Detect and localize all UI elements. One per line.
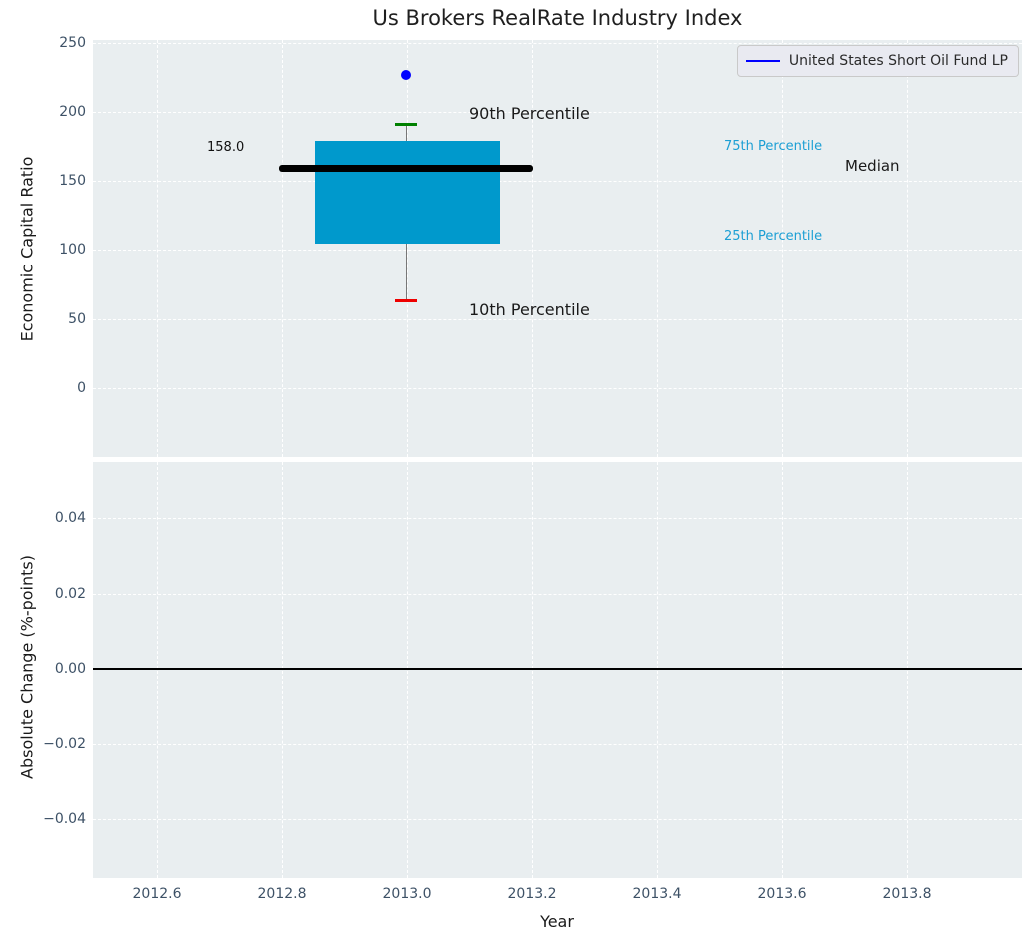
gridline (907, 462, 908, 878)
legend-line-swatch-icon (745, 60, 780, 62)
gridline (93, 594, 1022, 595)
gridline (657, 462, 658, 878)
y-tick: 0.04 (54, 510, 86, 526)
y-tick: 200 (59, 104, 86, 120)
y-tick: 150 (59, 173, 86, 189)
x-tick: 2013.8 (882, 886, 932, 902)
y-tick: 0.00 (54, 661, 86, 677)
gridline (657, 40, 658, 457)
gridline (93, 250, 1022, 251)
x-tick: 2013.0 (382, 886, 432, 902)
gridline (532, 462, 533, 878)
gridline (93, 43, 1022, 44)
median-value-label: 158.0 (207, 140, 245, 155)
gridline (282, 40, 283, 457)
gridline (407, 462, 408, 878)
gridline (93, 744, 1022, 745)
legend-label: United States Short Oil Fund LP (788, 53, 1008, 69)
p10-whisker-cap (395, 299, 417, 302)
y-tick: −0.02 (43, 736, 86, 752)
median-label: Median (845, 157, 900, 175)
gridline (93, 112, 1022, 113)
bottom-y-axis-label: Absolute Change (%-points) (17, 555, 37, 779)
p10-label: 10th Percentile (469, 300, 590, 319)
x-tick: 2012.8 (257, 886, 307, 902)
legend: United States Short Oil Fund LP (736, 45, 1019, 77)
gridline (93, 319, 1022, 320)
x-tick: 2012.6 (132, 886, 182, 902)
top-plot-area: 158.0 90th Percentile 10th Percentile 75… (93, 40, 1022, 457)
x-axis-label: Year (540, 912, 574, 931)
gridline (157, 462, 158, 878)
y-tick: 250 (59, 35, 86, 51)
y-tick: 0.02 (54, 586, 86, 602)
gridline (282, 462, 283, 878)
gridline (93, 181, 1022, 182)
gridline (407, 40, 408, 457)
x-tick: 2013.6 (757, 886, 807, 902)
p75-label: 75th Percentile (724, 139, 823, 154)
p25-label: 25th Percentile (724, 229, 823, 244)
y-tick: 100 (59, 242, 86, 258)
gridline (157, 40, 158, 457)
interquartile-box (315, 141, 500, 244)
y-tick: −0.04 (43, 811, 86, 827)
gridline (782, 462, 783, 878)
company-data-point (401, 70, 411, 80)
p90-whisker-cap (395, 123, 417, 126)
y-tick: 50 (68, 311, 86, 327)
gridline (907, 40, 908, 457)
gridline (93, 388, 1022, 389)
chart-title: Us Brokers RealRate Industry Index (372, 6, 743, 30)
top-y-axis-label: Economic Capital Ratio (17, 156, 37, 342)
gridline (93, 518, 1022, 519)
median-line (279, 165, 533, 172)
zero-baseline (93, 668, 1022, 670)
y-tick: 0 (77, 380, 86, 396)
x-tick: 2013.4 (632, 886, 682, 902)
gridline (532, 40, 533, 457)
p90-label: 90th Percentile (469, 104, 590, 123)
gridline (782, 40, 783, 457)
x-tick: 2013.2 (507, 886, 557, 902)
bottom-plot-area (93, 462, 1022, 878)
gridline (93, 819, 1022, 820)
